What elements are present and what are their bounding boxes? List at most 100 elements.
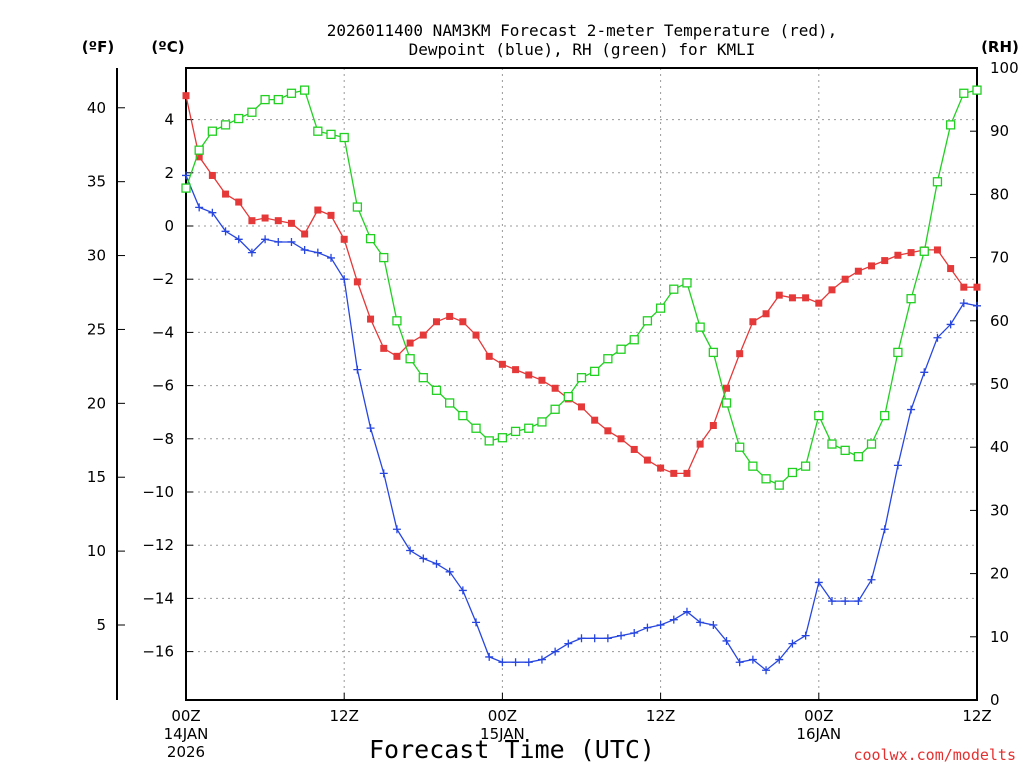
rh-tick-label: 60: [990, 312, 1009, 330]
data-point: [840, 445, 850, 456]
data-point: [932, 177, 943, 187]
data-point: [880, 525, 889, 534]
fahrenheit-tick-label: 20: [87, 394, 106, 412]
data-point: [432, 318, 440, 326]
data-point: [352, 202, 363, 212]
data-point: [380, 344, 388, 352]
data-point: [195, 153, 203, 161]
rh-tick-label: 80: [990, 185, 1009, 203]
data-point: [656, 621, 665, 629]
series-line: [185, 89, 978, 486]
data-point: [182, 92, 190, 100]
data-point: [828, 286, 836, 294]
source-credit[interactable]: coolwx.com/modelts: [853, 746, 1016, 764]
data-point: [418, 373, 428, 383]
celsius-tick-label: −6: [152, 377, 174, 395]
data-point: [327, 211, 335, 219]
data-point: [406, 339, 414, 347]
data-point: [578, 403, 585, 411]
data-point: [617, 435, 625, 443]
data-point: [788, 294, 796, 302]
data-point: [287, 219, 295, 227]
rh-tick-label: 100: [990, 59, 1019, 77]
series-rh: [181, 85, 982, 490]
data-point: [945, 120, 956, 130]
data-point: [800, 461, 811, 471]
data-point: [339, 132, 349, 143]
data-point: [721, 398, 732, 408]
data-point: [853, 452, 863, 462]
data-point: [893, 347, 903, 358]
data-point: [512, 366, 520, 374]
rh-tick-label: 20: [990, 565, 1009, 583]
data-point: [445, 398, 455, 408]
data-point: [181, 183, 191, 193]
data-point: [972, 85, 982, 95]
data-point: [498, 658, 507, 667]
data-point: [445, 567, 454, 576]
x-tick-label: 00Z: [804, 707, 833, 725]
data-point: [761, 474, 771, 484]
data-point: [696, 440, 704, 448]
data-point: [603, 634, 612, 643]
data-point: [314, 206, 322, 214]
data-point: [446, 312, 454, 320]
data-point: [576, 373, 587, 383]
data-point: [814, 578, 823, 587]
data-point: [775, 655, 784, 664]
data-point: [629, 335, 639, 345]
x-axis-label: Forecast Time (UTC): [369, 735, 655, 764]
data-point: [933, 333, 942, 342]
data-point: [182, 171, 190, 180]
data-series: [181, 85, 982, 675]
data-point: [643, 623, 652, 632]
celsius-tick-label: −2: [152, 270, 174, 288]
data-point: [669, 615, 678, 624]
data-point: [299, 85, 310, 95]
data-point: [907, 249, 915, 257]
data-point: [709, 422, 717, 429]
data-point: [524, 658, 533, 667]
celsius-tick-label: −16: [142, 643, 174, 661]
celsius-tick-label: 4: [164, 111, 174, 129]
data-point: [365, 233, 376, 244]
data-point: [326, 129, 336, 140]
rh-tick-label: 10: [990, 628, 1009, 646]
data-point: [366, 424, 375, 433]
data-point: [472, 618, 481, 627]
data-point: [208, 171, 216, 179]
data-point: [880, 410, 890, 421]
celsius-tick-label: −14: [142, 589, 174, 607]
data-point: [379, 252, 389, 263]
rh-tick-label: 30: [990, 501, 1009, 519]
data-point: [867, 575, 876, 584]
fahrenheit-tick-label: 35: [87, 173, 106, 191]
data-point: [222, 190, 230, 198]
data-point: [485, 352, 493, 360]
celsius-tick-label: 2: [164, 164, 174, 182]
x-tick-label: 12Z: [962, 707, 991, 725]
data-point: [670, 469, 678, 477]
data-point: [682, 607, 691, 616]
fahrenheit-axis-unit: (ºF): [82, 38, 114, 56]
data-point: [868, 262, 876, 270]
data-point: [775, 291, 783, 299]
x-tick-label: 00Z: [171, 707, 200, 725]
data-point: [722, 636, 731, 645]
data-point: [959, 88, 969, 98]
data-point: [392, 525, 401, 534]
data-point: [657, 464, 665, 472]
data-point: [815, 299, 823, 307]
rh-tick-label: 40: [990, 438, 1009, 456]
celsius-axis-unit: (ºC): [151, 38, 184, 56]
data-point: [642, 316, 653, 326]
data-point: [405, 354, 415, 364]
series-dewpoint: [182, 171, 981, 675]
celsius-tick-label: −4: [152, 323, 174, 341]
data-point: [287, 237, 296, 246]
data-point: [787, 467, 798, 478]
data-point: [313, 248, 322, 257]
x-tick-label: 2026: [167, 743, 205, 761]
data-point: [774, 480, 784, 490]
